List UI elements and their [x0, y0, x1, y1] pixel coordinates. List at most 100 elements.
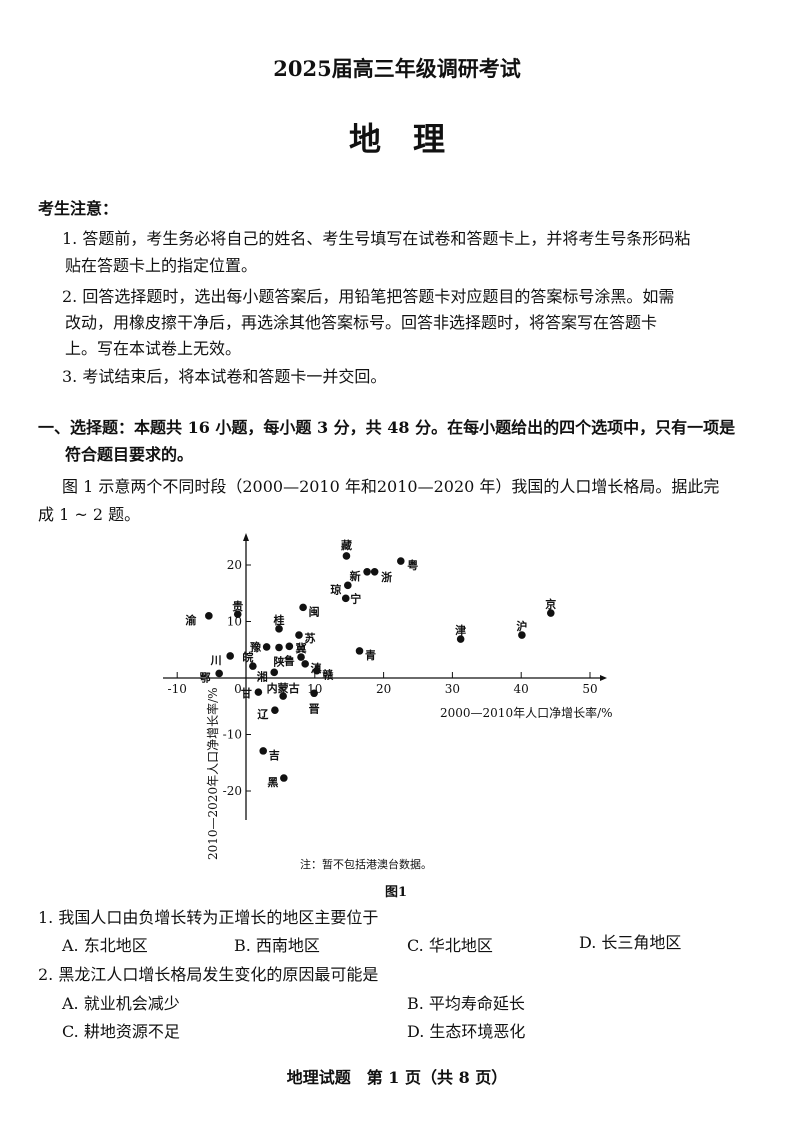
data-point-label: 琼 [330, 582, 341, 596]
data-point [518, 631, 526, 639]
data-point-label: 桂 [273, 613, 285, 627]
x-axis-arrow [600, 675, 607, 681]
data-point [301, 660, 309, 668]
data-point-label: 晋 [309, 702, 320, 715]
data-point-label: 辽 [257, 708, 269, 721]
x-tick-label: 20 [376, 682, 391, 696]
data-point-label: 闽 [309, 604, 320, 618]
data-point [215, 669, 223, 678]
data-point-label: 黑 [267, 776, 278, 789]
x-tick-label: 10 [307, 682, 322, 696]
question-intro: 图 1 示意两个不同时段（2000—2010 年和2010—2020 年）我国的… [62, 477, 720, 496]
data-point [295, 631, 303, 639]
data-point-label: 青 [365, 648, 376, 662]
notice-line: 改动，用橡皮擦干净后，再选涂其他答案标号。回答非选择题时，将答案写在答题卡 [65, 313, 658, 332]
notice-line: 3. 考试结束后，将本试卷和答题卡一并交回。 [62, 367, 387, 386]
data-point [370, 567, 379, 576]
data-point-label: 渝 [185, 613, 197, 627]
y-axis-arrow [243, 533, 249, 541]
data-point-label: 皖 [242, 650, 253, 664]
data-point [262, 643, 271, 651]
question-1-stem: 1. 我国人口由负增长转为正增长的地区主要位于 [38, 908, 379, 927]
chart-note: 注：暂不包括港澳台数据。 [300, 857, 432, 871]
data-point [285, 642, 294, 651]
x-tick-label: 30 [445, 682, 460, 696]
data-point-label: 赣 [322, 668, 334, 682]
data-point-label: 川 [210, 654, 222, 667]
y-tick-label: -20 [223, 784, 242, 798]
notice-line: 1. 答题前，考生务必将自己的姓名、考生号填写在试卷和答题卡上，并将考生号条形码… [62, 229, 691, 248]
x-tick-label: 50 [582, 682, 597, 696]
data-point [342, 552, 351, 560]
question-intro: 成 1 ~ 2 题。 [38, 505, 141, 524]
question-2-option-c[interactable]: C. 耕地资源不足 [62, 1022, 180, 1041]
data-point-label: 湘 [257, 669, 268, 683]
data-point-label: 新 [350, 569, 361, 583]
data-point [226, 652, 234, 660]
data-point-label: 冀 [296, 641, 307, 655]
y-tick-label: -10 [223, 728, 242, 742]
question-1-option-d[interactable]: D. 长三角地区 [579, 933, 682, 952]
data-point [310, 689, 318, 698]
data-point-label: 宁 [350, 591, 361, 605]
data-point-label: 滇 [311, 661, 322, 675]
x-tick-label: -10 [168, 682, 187, 696]
data-point-label: 鲁 [284, 653, 295, 667]
x-tick-label: 40 [514, 682, 529, 696]
data-point-label: 鄂 [200, 670, 211, 684]
question-1-option-a[interactable]: A. 东北地区 [62, 936, 148, 955]
data-point [397, 557, 405, 565]
question-2-option-d[interactable]: D. 生态环境恶化 [407, 1022, 526, 1041]
notice-line: 2. 回答选择题时，选出每小题答案后，用铅笔把答题卡对应题目的答案标号涂黑。如需 [62, 287, 675, 306]
data-point [280, 774, 288, 782]
question-1-option-b[interactable]: B. 西南地区 [234, 936, 320, 955]
question-2-stem: 2. 黑龙江人口增长格局发生变化的原因最可能是 [38, 965, 379, 984]
data-point [363, 567, 371, 576]
data-point-label: 吉 [269, 748, 280, 762]
y-axis-label: 2010—2020年人口净增长率/% [205, 687, 220, 860]
data-point [299, 603, 307, 612]
data-point-label: 粤 [407, 558, 418, 572]
data-point-label: 内蒙古 [267, 681, 300, 695]
data-point-label: 藏 [341, 538, 352, 552]
data-point [271, 706, 279, 715]
data-point [313, 666, 321, 675]
question-2-option-a[interactable]: A. 就业机会减少 [62, 994, 180, 1013]
data-point-label: 豫 [250, 640, 261, 654]
data-point [279, 692, 287, 700]
section-heading: 一、选择题：本题共 16 小题，每小题 3 分，共 48 分。在每小题给出的四个… [38, 418, 736, 437]
section-heading: 符合题目要求的。 [65, 445, 194, 464]
subject-title: 地 理 [348, 120, 445, 158]
data-point [297, 653, 305, 661]
data-point-label: 沪 [516, 619, 527, 633]
page-footer: 地理试题 第 1 页（共 8 页） [286, 1068, 508, 1087]
notice-heading: 考生注意： [38, 199, 119, 218]
data-point [233, 610, 242, 618]
data-point-label: 京 [545, 597, 556, 611]
data-point [249, 662, 257, 670]
data-point-label: 苏 [304, 631, 315, 645]
data-point-label: 甘 [241, 686, 252, 700]
data-point-label: 陕 [274, 654, 285, 668]
data-point [205, 612, 213, 620]
data-point [275, 625, 283, 633]
y-tick-label: 20 [227, 558, 242, 572]
data-point [270, 668, 279, 677]
data-point [341, 594, 350, 603]
data-point [275, 643, 283, 652]
data-point-label: 津 [455, 623, 466, 637]
x-axis-label: 2000—2010年人口净增长率/% [440, 705, 613, 720]
y-tick-label: 10 [227, 615, 242, 629]
exam-title: 2025届高三年级调研考试 [273, 56, 521, 81]
data-point [456, 635, 465, 643]
notice-line: 贴在答题卡上的指定位置。 [65, 256, 258, 275]
notice-line: 上。写在本试卷上无效。 [65, 339, 242, 358]
x-tick-label: 0 [234, 682, 242, 696]
data-point [254, 688, 263, 696]
question-2-option-b[interactable]: B. 平均寿命延长 [407, 994, 525, 1013]
data-point-label: 贵 [232, 599, 243, 613]
question-1-option-c[interactable]: C. 华北地区 [407, 936, 493, 955]
data-point [355, 647, 364, 655]
data-point [259, 747, 268, 755]
figure-caption: 图1 [385, 885, 407, 900]
